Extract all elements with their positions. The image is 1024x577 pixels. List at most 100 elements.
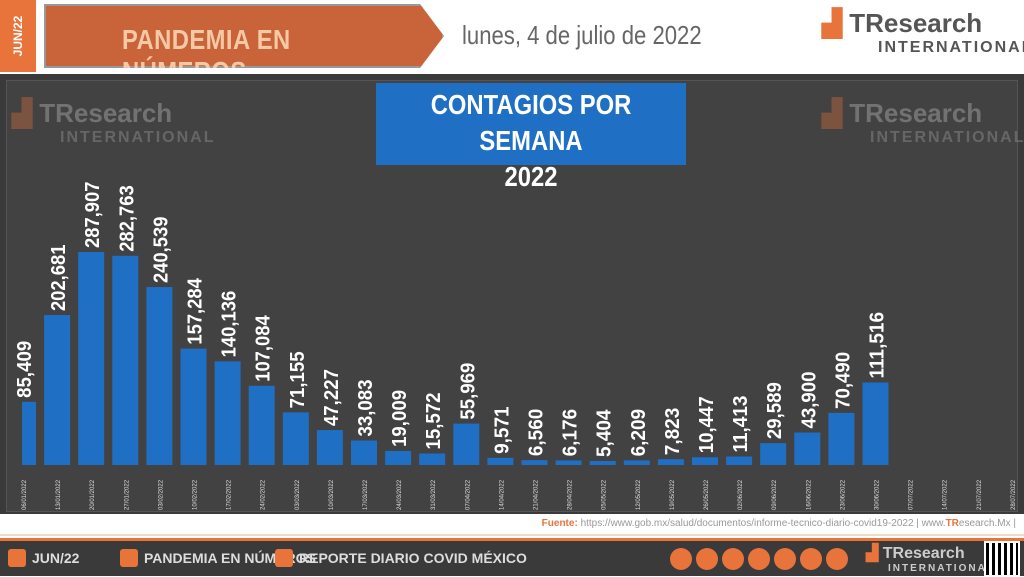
data-label: 7,823	[662, 408, 684, 456]
x-tick-label: 17/02/2022	[227, 479, 233, 510]
bar	[112, 255, 139, 465]
x-tick-label: 10/03/2022	[329, 479, 335, 510]
x-tick-label: 31/03/2022	[431, 479, 437, 510]
x-tick-label: 23/06/2022	[840, 479, 846, 510]
x-tick-label: 27/01/2022	[124, 479, 130, 510]
bar	[589, 461, 616, 465]
x-tick-label: 13/01/2022	[56, 479, 62, 510]
data-label: 71,155	[287, 351, 309, 408]
x-tick-label: 07/07/2022	[909, 479, 915, 510]
bar	[180, 348, 207, 465]
bar	[248, 385, 275, 465]
source-line: Fuente: https://www.gob.mx/salud/documen…	[0, 514, 1024, 536]
bar	[555, 460, 582, 465]
chart-title: CONTAGIOS POR SEMANA	[430, 89, 632, 156]
banner-title: PANDEMIA EN NÚMEROS	[122, 24, 291, 87]
x-tick-label: 02/06/2022	[738, 479, 744, 510]
bar	[692, 457, 718, 465]
calendar-icon	[8, 549, 26, 567]
data-label: 282,763	[116, 185, 138, 252]
x-tick-label: 28/07/2022	[1011, 479, 1017, 510]
bar	[760, 443, 787, 465]
bar	[351, 440, 377, 465]
x-tick-label: 05/05/2022	[602, 479, 608, 510]
site-link[interactable]: www.TResearch.Mx	[921, 518, 1011, 529]
data-label: 43,900	[798, 372, 820, 429]
bar	[22, 401, 36, 465]
x-tick-label: 12/05/2022	[636, 479, 642, 510]
data-label: 15,572	[423, 392, 445, 449]
data-label: 111,516	[867, 312, 889, 379]
data-label: 107,084	[253, 314, 275, 381]
x-tick-label: 21/07/2022	[977, 479, 983, 510]
bar	[794, 432, 821, 465]
map-icon	[120, 549, 138, 567]
bar	[862, 382, 889, 465]
x-tick-label: 03/02/2022	[158, 479, 164, 510]
bar	[78, 252, 105, 465]
brand-logo: ▟ TResearch INTERNATIONAL	[822, 8, 1024, 56]
x-tick-label: 17/03/2022	[363, 479, 369, 510]
bar	[385, 450, 412, 465]
data-label: 9,571	[491, 406, 513, 454]
watermark-logo-left: ▟ TResearch INTERNATIONAL	[12, 98, 216, 146]
bar	[146, 287, 173, 465]
report-date: lunes, 4 de julio de 2022	[462, 20, 702, 50]
linkedin-icon[interactable]	[800, 548, 822, 570]
x-tick-label: 26/05/2022	[704, 479, 710, 510]
data-label: 33,083	[355, 380, 377, 437]
x-tick-label: 19/05/2022	[670, 479, 676, 510]
x-tick-label: 07/04/2022	[465, 479, 471, 510]
x-tick-label: 06/01/2022	[22, 479, 28, 510]
data-label: 47,227	[321, 369, 343, 426]
footer-report: REPORTE DIARIO COVID MÉXICO	[299, 550, 527, 566]
x-tick-label: 30/06/2022	[875, 479, 881, 510]
chart-title-box: CONTAGIOS POR SEMANA 2022	[376, 83, 686, 192]
data-label: 10,447	[696, 396, 718, 453]
bar	[726, 456, 753, 465]
bar	[282, 412, 309, 465]
data-label: 202,681	[48, 245, 70, 312]
data-label: 11,413	[730, 396, 752, 453]
x-tick-label: 16/06/2022	[806, 479, 812, 510]
data-label: 140,136	[219, 291, 241, 358]
web-icon[interactable]	[670, 548, 692, 570]
chart-subtitle: 2022	[504, 161, 558, 192]
twitter-icon[interactable]	[748, 548, 770, 570]
bar	[419, 453, 446, 465]
x-tick-label: 10/02/2022	[193, 479, 199, 510]
bar	[316, 430, 343, 465]
x-tick-label: 09/06/2022	[772, 479, 778, 510]
bar	[453, 423, 480, 465]
source-url[interactable]: https://www.gob.mx/salud/documentos/info…	[580, 518, 914, 529]
side-tag: JUN/22	[0, 0, 36, 72]
email-icon[interactable]	[722, 548, 744, 570]
data-label: 70,490	[832, 352, 854, 409]
bar	[657, 459, 684, 465]
facebook-icon[interactable]	[774, 548, 796, 570]
data-label: 85,409	[14, 341, 36, 398]
bar	[521, 460, 548, 465]
bar-chart: 85,409 06/01/2022 202,681 13/01/2022 287,907…	[14, 182, 1017, 511]
source-label: Fuente:	[541, 518, 578, 529]
qr-code[interactable]	[984, 541, 1020, 577]
x-tick-label: 14/07/2022	[943, 479, 949, 510]
x-tick-label: 24/03/2022	[397, 479, 403, 510]
footer-section: PANDEMIA EN NÚMEROS	[144, 550, 316, 566]
x-tick-label: 14/04/2022	[499, 479, 505, 510]
youtube-icon[interactable]	[826, 548, 848, 570]
data-label: 6,209	[628, 409, 650, 457]
whatsapp-icon[interactable]	[696, 548, 718, 570]
x-tick-label: 21/04/2022	[534, 479, 540, 510]
x-tick-label: 20/01/2022	[90, 479, 96, 510]
bar	[828, 412, 855, 465]
data-label: 29,589	[764, 382, 786, 439]
data-label: 287,907	[82, 182, 104, 249]
bar	[214, 361, 241, 465]
footer-logo: ▟ TResearch INTERNATIONAL	[866, 545, 995, 574]
virus-icon	[275, 549, 293, 567]
header: JUN/22 PANDEMIA EN NÚMEROS lunes, 4 de j…	[0, 0, 1024, 74]
x-tick-label: 28/04/2022	[568, 479, 574, 510]
watermark-logo-right: ▟ TResearch INTERNATIONAL	[822, 98, 1024, 146]
data-label: 19,009	[389, 390, 411, 447]
